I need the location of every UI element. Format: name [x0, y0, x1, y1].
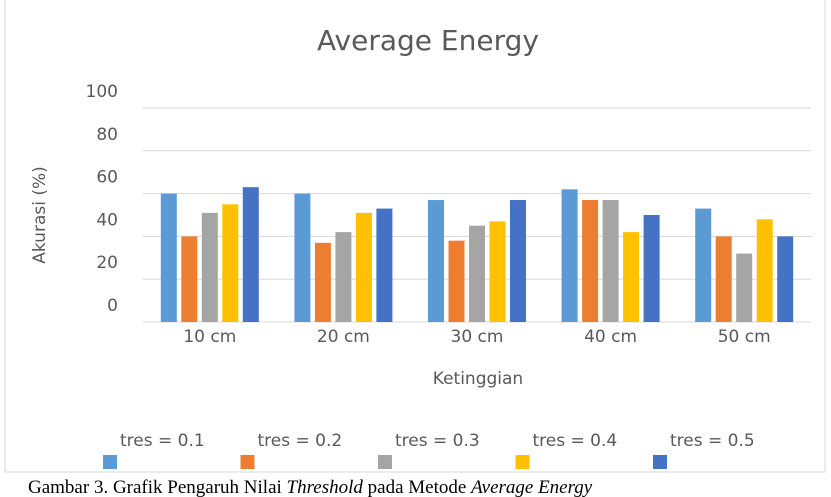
legend-swatch [240, 455, 255, 469]
legend-label: tres = 0.2 [258, 431, 343, 451]
bar [489, 221, 506, 322]
bar [777, 236, 794, 322]
bar [160, 193, 177, 322]
bar [428, 200, 444, 322]
legend-swatch [378, 455, 392, 469]
bar [469, 225, 485, 322]
caption: Gambar 3. Grafik Pengaruh Nilai Threshol… [28, 477, 593, 497]
bar [695, 208, 712, 322]
bar [448, 240, 465, 322]
x-tick-label: 10 cm [183, 327, 236, 347]
bar [715, 236, 732, 322]
bar [510, 200, 526, 322]
x-tick-label: 40 cm [584, 327, 637, 347]
y-axis-label: Akurasi (%) [30, 166, 50, 264]
bar [736, 253, 753, 322]
bar [294, 193, 311, 322]
legend-label: tres = 0.5 [670, 431, 755, 451]
legend-label: tres = 0.4 [533, 431, 618, 451]
x-tick-label: 50 cm [718, 327, 771, 347]
x-tick-label: 20 cm [317, 327, 370, 347]
bar [643, 215, 660, 322]
caption-part: Average Energy [469, 477, 593, 497]
bar [201, 212, 218, 322]
bar [376, 208, 393, 322]
bar [335, 232, 352, 322]
y-tick-label: 60 [96, 168, 118, 188]
y-tick-label: 80 [96, 125, 118, 145]
y-tick-label: 100 [86, 82, 118, 102]
bar [582, 200, 599, 322]
bar [561, 189, 578, 322]
y-tick-label: 40 [96, 210, 118, 230]
x-tick-label: 30 cm [451, 327, 504, 347]
caption-part: pada Metode [363, 477, 471, 497]
legend-swatch [515, 455, 530, 469]
y-tick-label: 0 [107, 296, 118, 316]
bar [222, 204, 239, 322]
caption-part: Gambar 3. Grafik Pengaruh Nilai [28, 477, 287, 497]
bar [602, 200, 619, 322]
bar [314, 242, 331, 322]
legend-label: tres = 0.1 [120, 431, 205, 451]
bar [355, 212, 372, 322]
chart-title: Average Energy [317, 24, 539, 57]
legend-swatch [103, 455, 117, 469]
bar [181, 236, 198, 322]
legend-label: tres = 0.3 [395, 431, 480, 451]
bar [242, 187, 259, 322]
caption-part: Threshold [287, 477, 364, 497]
bar [756, 219, 773, 322]
y-tick-label: 20 [96, 253, 118, 273]
x-axis-label: Ketinggian [433, 369, 523, 389]
legend-swatch [653, 455, 667, 469]
bar [623, 232, 640, 322]
